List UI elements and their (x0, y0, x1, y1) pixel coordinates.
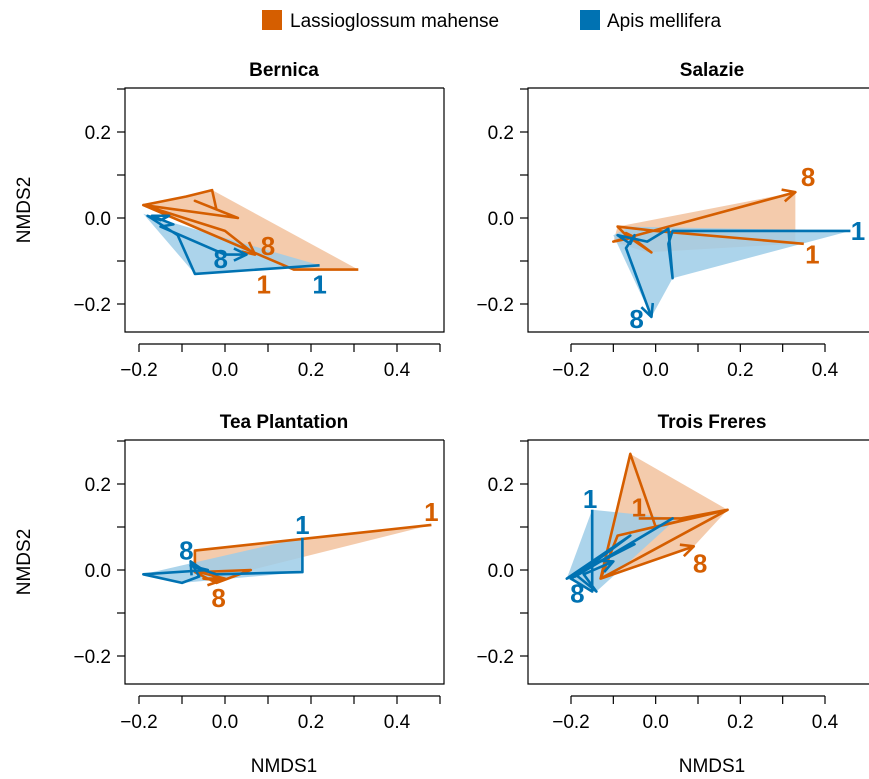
trajectory-apis (565, 509, 674, 593)
arrowhead-apis (640, 302, 655, 319)
x-tick-label: 0.2 (298, 360, 324, 381)
y-axis-title-0: NMDS2 (14, 177, 35, 244)
y-axis-title-2: NMDS2 (14, 529, 35, 596)
point-label-lassioglossum: 1 (631, 493, 645, 523)
panel-content-2 (142, 523, 432, 587)
hull-lassioglossum (143, 190, 359, 270)
point-label-lassioglossum: 8 (693, 549, 707, 579)
panel-content-3 (565, 452, 729, 593)
point-label-lassioglossum: 1 (805, 240, 819, 270)
x-tick-label: 0.0 (642, 360, 668, 381)
panel-box-1 (527, 87, 869, 333)
x-tick-label: −0.2 (552, 712, 590, 733)
point-label-lassioglossum: 8 (261, 231, 275, 261)
y-tick-label: −0.2 (476, 295, 514, 316)
panel-box-2 (124, 439, 445, 685)
hull-apis (613, 226, 851, 317)
point-label-apis: 8 (179, 536, 193, 566)
x-tick-label: 0.0 (642, 712, 668, 733)
x-axis-title-3: NMDS1 (679, 756, 746, 777)
trajectory-apis (142, 537, 304, 585)
y-tick-label: 0.2 (85, 123, 111, 144)
trajectory-lassioglossum (142, 188, 359, 271)
legend: Lassioglossum mahense Apis mellifera (262, 10, 721, 32)
panels: Bernica−0.20.00.2−0.2 0.0 0.2 0.4NMDS21818S… (14, 60, 869, 777)
point-label-apis: 8 (570, 579, 584, 609)
x-tick-label: 0.2 (727, 712, 753, 733)
x-tick-label: 0.2 (298, 712, 324, 733)
panel-title-3: Trois Freres (658, 412, 767, 433)
trajectory-lassioglossum (612, 190, 804, 254)
panel-box-0 (124, 87, 445, 333)
legend-label-0: Lassioglossum mahense (290, 11, 499, 32)
y-tick-label: −0.2 (476, 647, 514, 668)
x-tick-label: −0.2 (120, 712, 158, 733)
point-label-apis: 1 (295, 510, 309, 540)
x-tick-label: 0.0 (212, 712, 238, 733)
x-tick-label: 0.4 (384, 360, 411, 381)
hull-apis (143, 537, 303, 583)
x-axis-title-2: NMDS1 (251, 756, 318, 777)
x-tick-label: 0.2 (727, 360, 753, 381)
arrowhead-apis (189, 560, 203, 576)
arrowhead-lassioglossum (679, 543, 696, 558)
panel-title-1: Salazie (680, 60, 744, 81)
point-label-apis: 8 (213, 244, 227, 274)
y-tick-label: 0.0 (85, 209, 111, 230)
panel-box-3 (527, 439, 869, 685)
arrowhead-lassioglossum (207, 572, 222, 587)
trajectory-apis (146, 214, 320, 276)
arrowhead-lassioglossum (781, 188, 797, 203)
x-tick-label: 0.0 (212, 360, 238, 381)
arrowhead-lassioglossum (241, 241, 257, 256)
point-label-apis: 8 (629, 304, 643, 334)
y-tick-label: 0.2 (85, 475, 111, 496)
point-label-lassioglossum: 1 (256, 270, 270, 300)
point-label-lassioglossum: 8 (801, 162, 815, 192)
x-tick-label: −0.2 (552, 360, 590, 381)
arrowhead-apis (233, 247, 248, 262)
y-tick-label: 0.2 (488, 475, 514, 496)
trajectory-lassioglossum (193, 523, 432, 585)
x-tick-label: 0.4 (812, 360, 839, 381)
point-label-apis: 1 (583, 484, 597, 514)
trajectory-apis (616, 227, 851, 318)
trajectory-lassioglossum (599, 452, 729, 580)
y-tick-label: 0.0 (85, 561, 111, 582)
y-tick-label: 0.0 (488, 561, 514, 582)
panel-2: Tea Plantation −0.2 0.0 0.2 −0.2 0.0 0.2 0.4 NMD… (14, 412, 445, 777)
y-tick-label: 0.2 (488, 123, 514, 144)
legend-label-1: Apis mellifera (607, 11, 721, 32)
point-label-lassioglossum: 8 (211, 583, 225, 613)
x-tick-label: 0.4 (812, 712, 839, 733)
point-label-lassioglossum: 1 (424, 497, 438, 527)
point-label-apis: 1 (312, 270, 326, 300)
panel-title-0: Bernica (249, 60, 319, 81)
x-tick-label: 0.4 (384, 712, 411, 733)
legend-swatch-0 (262, 10, 282, 30)
arrowhead-apis (599, 559, 615, 573)
panel-1: Salazie −0.2 0.0 0.2 −0.2 0.0 0.2 0.4 1 8 1 8 (476, 60, 869, 381)
legend-swatch-1 (580, 10, 600, 30)
panel-content-1 (612, 188, 851, 319)
x-tick-label: −0.2 (120, 360, 158, 381)
panel-3: Trois Freres −0.2 0.0 0.2 −0.2 0.0 0.2 0.4 NMDS1… (476, 412, 869, 777)
panel-content-0 (142, 188, 359, 276)
y-tick-label: −0.2 (73, 647, 111, 668)
point-label-apis: 1 (851, 216, 865, 246)
y-tick-label: 0.0 (488, 209, 514, 230)
y-tick-label: −0.2 (73, 295, 111, 316)
panel-title-2: Tea Plantation (220, 412, 348, 433)
